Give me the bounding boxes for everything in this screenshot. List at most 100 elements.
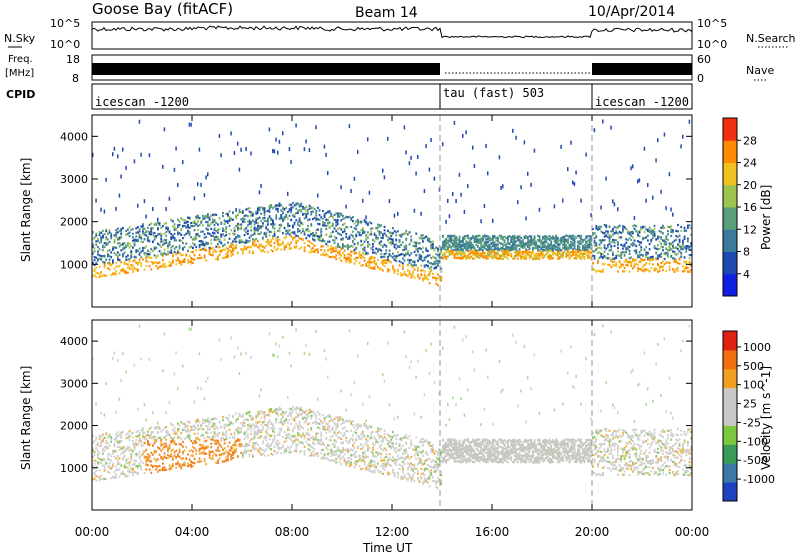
velocity-point [142, 429, 144, 432]
power-point [550, 250, 553, 253]
power-point [500, 234, 503, 237]
power-point [168, 263, 171, 266]
power-point [503, 251, 506, 254]
power-point [630, 243, 633, 246]
power-point [297, 211, 299, 214]
power-point [187, 261, 189, 264]
power-point [425, 249, 428, 252]
velocity-point [128, 464, 131, 467]
power-point [443, 239, 446, 242]
power-point [493, 254, 496, 257]
power-point [197, 234, 199, 237]
power-point [230, 243, 233, 246]
power-point [645, 251, 648, 254]
power-point [362, 248, 364, 251]
power-point [528, 244, 531, 247]
velocity-point [212, 450, 214, 453]
velocity-point [98, 445, 101, 448]
power-point [673, 246, 676, 249]
power-point [242, 252, 244, 255]
power-point [282, 210, 284, 214]
velocity-point [118, 468, 121, 471]
power-point [215, 250, 218, 253]
power-point [533, 253, 536, 257]
power-point [633, 239, 636, 242]
power-point [445, 248, 448, 251]
power-point [365, 215, 367, 220]
power-point [152, 261, 154, 264]
power-point [240, 218, 243, 221]
power-point [565, 238, 568, 242]
power-point [457, 251, 459, 254]
power-point [672, 229, 674, 232]
power-point [203, 243, 206, 246]
velocity-point [125, 370, 127, 374]
power-point [285, 214, 288, 217]
power-point [227, 219, 229, 224]
power-point [262, 208, 264, 211]
velocity-point [185, 424, 188, 427]
power-point [117, 154, 119, 159]
power-point [188, 254, 191, 258]
power-point [97, 246, 99, 249]
velocity-point [130, 459, 133, 462]
power-point [467, 242, 469, 245]
velocity-point [178, 450, 181, 454]
power-point [570, 140, 572, 145]
power-point [328, 221, 331, 224]
power-point [662, 232, 664, 235]
power-point [663, 239, 666, 242]
power-point [310, 233, 313, 236]
power-point [405, 237, 408, 240]
power-point [440, 251, 443, 254]
power-point [117, 255, 119, 258]
power-point [248, 251, 251, 254]
power-point [220, 221, 223, 224]
power-point [185, 220, 188, 223]
power-point [335, 257, 338, 261]
power-point [325, 242, 328, 246]
power-point [297, 239, 299, 243]
power-point [420, 247, 423, 251]
power-point [378, 232, 381, 236]
velocity-point [208, 420, 211, 423]
velocity-point [202, 434, 204, 437]
power-point [212, 218, 214, 221]
power-point [645, 261, 648, 265]
power-point [140, 256, 143, 259]
power-point [683, 267, 686, 270]
power-point [540, 243, 543, 246]
velocity-point [203, 460, 206, 463]
velocity-point [125, 466, 128, 469]
velocity-point [177, 387, 179, 391]
power-point [333, 256, 336, 259]
power-point [573, 182, 576, 187]
power-point [350, 218, 353, 221]
power-point [282, 232, 284, 235]
velocity-point [200, 387, 202, 391]
power-point [498, 241, 501, 244]
power-point [230, 252, 233, 255]
power-point [658, 235, 661, 239]
power-point [375, 263, 378, 266]
power-point [573, 257, 576, 260]
power-point [283, 217, 286, 221]
power-point [252, 219, 254, 222]
power-point [117, 265, 119, 268]
power-point [115, 261, 118, 265]
power-point [418, 242, 421, 245]
power-point [193, 243, 196, 246]
power-point [170, 249, 173, 252]
power-point [655, 247, 658, 250]
power-point [615, 256, 618, 260]
velocity-point [98, 434, 101, 437]
power-point [468, 249, 471, 253]
power-point [617, 241, 619, 244]
power-point [635, 244, 638, 248]
velocity-point [127, 466, 129, 470]
power-point [583, 250, 586, 254]
power-point [510, 248, 513, 252]
power-point [480, 239, 483, 243]
velocity-point [210, 431, 213, 434]
velocity-point [157, 470, 159, 473]
